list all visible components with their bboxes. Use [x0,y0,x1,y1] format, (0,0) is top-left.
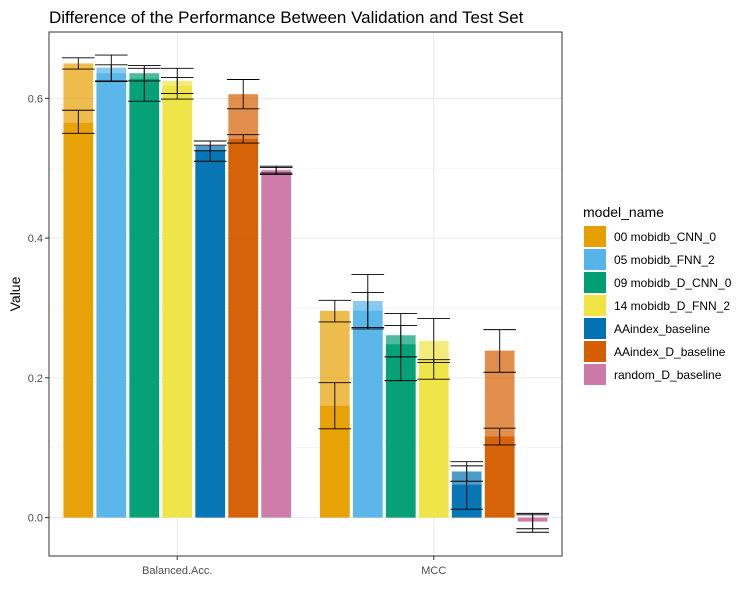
bar-test [418,361,449,518]
legend-label: 09 mobidb_D_CNN_0 [614,276,732,290]
y-tick-label: 0.2 [28,373,43,385]
bar-test [63,122,94,518]
panel-border [48,31,563,557]
bars-layer [63,63,548,522]
y-axis-title: Value [7,276,23,311]
x-axis: Balanced.Acc. MCC [142,556,446,577]
legend-label: 00 mobidb_CNN_0 [614,230,716,244]
bar-test [228,138,259,518]
legend-swatch [584,318,606,339]
legend-label: random_D_baseline [614,368,722,382]
y-axis: 0.0 0.2 0.4 0.6 [28,93,49,525]
legend-swatch [584,226,606,247]
bar-test [352,310,383,518]
y-tick-label: 0.0 [28,513,43,525]
legend-title: model_name [583,204,664,220]
legend: model_name 00 mobidb_CNN_0 05 mobidb_FNN_… [583,204,732,385]
error-bars-layer [61,54,550,533]
bar-test [261,171,292,518]
bar-test [162,85,193,518]
legend-swatch [584,364,606,385]
legend-swatch [584,249,606,270]
legend-label: AAindex_D_baseline [614,345,726,359]
legend-swatch [584,272,606,293]
bar-test [195,150,226,518]
legend-swatch [584,295,606,316]
y-tick-label: 0.4 [28,233,43,245]
bar-test [129,78,160,518]
chart-title: Difference of the Performance Between Va… [49,8,524,27]
x-tick-label: Balanced.Acc. [142,565,212,577]
legend-label: 05 mobidb_FNN_2 [614,253,715,267]
bar-test [96,73,127,518]
legend-label: 14 mobidb_D_FNN_2 [614,299,730,313]
legend-swatch [584,341,606,362]
x-tick-label: MCC [421,565,446,577]
legend-label: AAindex_baseline [614,322,710,336]
bar-test [484,436,515,518]
y-tick-label: 0.6 [28,93,43,105]
